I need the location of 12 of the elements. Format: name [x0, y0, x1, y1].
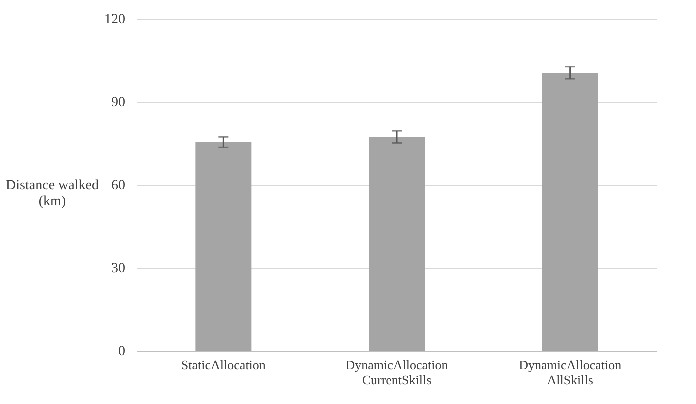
bar: [542, 72, 598, 351]
y-tick-label: 0: [118, 344, 126, 360]
x-tick-label: StaticAllocation: [181, 358, 266, 372]
y-tick-label: 90: [112, 96, 126, 110]
x-tick-label: DynamicAllocation CurrentSkills: [346, 358, 449, 388]
y-tick-label: 60: [112, 178, 126, 194]
x-tick-label: DynamicAllocation AllSkills: [519, 358, 622, 388]
y-tick-label: 120: [104, 12, 126, 28]
bar: [196, 142, 252, 351]
bar: [369, 137, 425, 351]
y-tick-label: 30: [112, 262, 126, 276]
y-axis-title: Distance walked (km): [6, 178, 99, 210]
